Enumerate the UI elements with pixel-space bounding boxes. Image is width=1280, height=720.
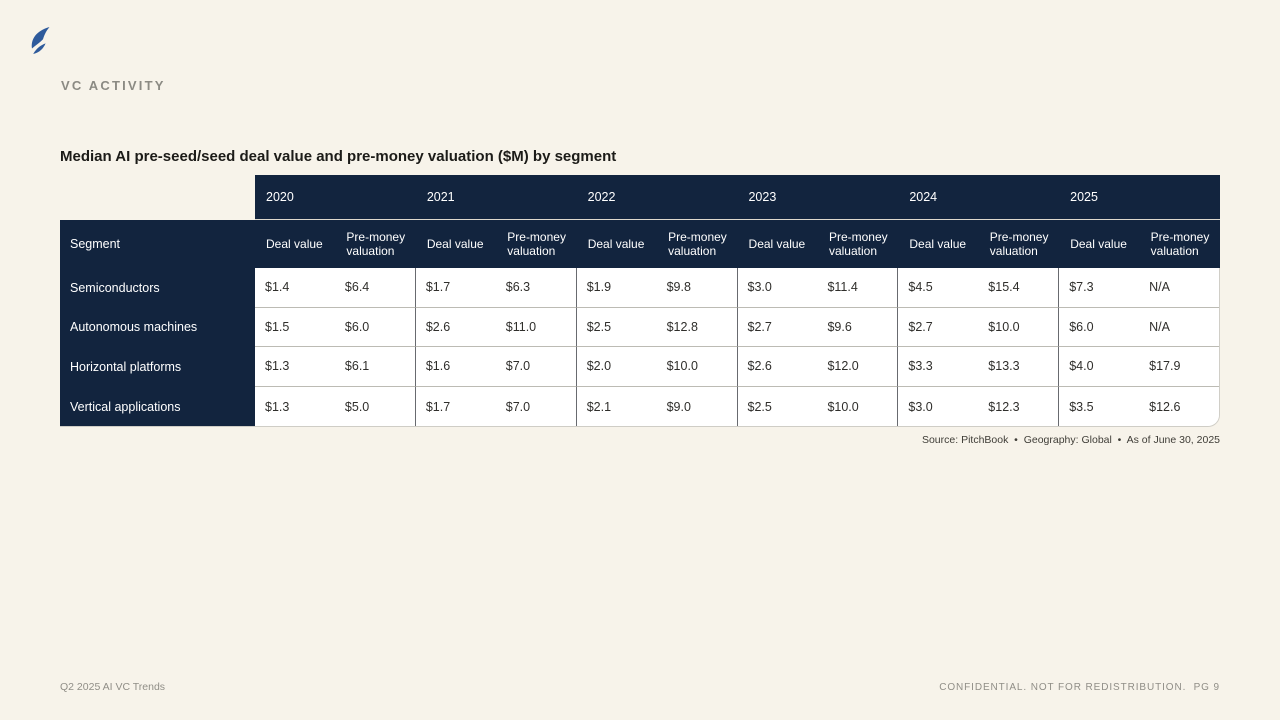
data-cell: $2.7 [897, 307, 979, 348]
subheader-2022-deal-value: Deal value [587, 236, 645, 251]
data-cell: $17.9 [1139, 347, 1219, 387]
data-cell: $2.5 [575, 307, 657, 348]
segment-label: Autonomous machines [60, 307, 255, 348]
data-cell: $11.0 [495, 307, 576, 348]
data-cell: $5.0 [334, 386, 415, 427]
data-cell: $1.9 [575, 268, 657, 308]
subheader-2024-pre-money-valuation: Pre-money valuation [989, 229, 1049, 258]
data-cell: $3.0 [897, 386, 979, 427]
data-cell: $2.1 [575, 386, 657, 427]
year-header-spacer [60, 175, 255, 220]
year-header-2025: 2025 [1070, 190, 1098, 204]
segment-label: Semiconductors [60, 268, 255, 308]
data-cell: $1.7 [414, 386, 496, 427]
segment-label: Vertical applications [60, 386, 255, 427]
data-cell: N/A [1139, 307, 1219, 348]
data-cell: $2.7 [736, 307, 818, 348]
subheader-2023-pre-money-valuation: Pre-money valuation [828, 229, 888, 258]
page-title: Median AI pre-seed/seed deal value and p… [60, 148, 617, 165]
segment-label: Horizontal platforms [60, 347, 255, 387]
year-header-2022: 2022 [587, 190, 616, 204]
subheader-2020-deal-value: Deal value [266, 236, 323, 251]
data-cell: $1.7 [414, 268, 496, 308]
subheader-2023-deal-value: Deal value [748, 236, 806, 251]
year-header-2020: 2020 [266, 190, 294, 204]
data-cell: $1.5 [255, 307, 335, 348]
data-cell: $7.0 [495, 347, 576, 387]
subheader-2020-pre-money-valuation: Pre-money valuation [346, 229, 406, 258]
subheader-2021-pre-money-valuation: Pre-money valuation [507, 229, 566, 258]
year-header-cells: 2020 2021 2022 2023 2024 2025 [255, 175, 1220, 220]
data-cell: $10.0 [656, 347, 737, 387]
data-cell: $2.6 [414, 307, 496, 348]
data-cell: $10.0 [978, 307, 1059, 348]
subheader-2022-pre-money-valuation: Pre-money valuation [668, 229, 727, 258]
data-cell: $6.0 [334, 307, 415, 348]
data-cell: $13.3 [978, 347, 1059, 387]
data-cell: $3.3 [897, 347, 979, 387]
data-cell: $12.3 [978, 386, 1059, 427]
data-cell: $15.4 [978, 268, 1059, 308]
data-cell: $7.0 [495, 386, 576, 427]
source-note: Source: PitchBook • Geography: Global • … [921, 434, 1220, 446]
data-cell: $1.3 [255, 347, 335, 387]
column-header-row: Segment Deal value Pre-money valuation Dea… [60, 220, 1220, 268]
data-cell: $6.3 [495, 268, 576, 308]
table-row: Vertical applications $1.3 $5.0 $1.7 $7.0 $2.… [60, 386, 1219, 427]
data-cell: $1.6 [414, 347, 496, 387]
year-header-2023: 2023 [748, 190, 777, 204]
data-cell: $3.5 [1058, 386, 1140, 427]
data-cell: $9.0 [656, 386, 737, 427]
footer-report-title: Q2 2025 AI VC Trends [60, 681, 166, 693]
table-row: Semiconductors $1.4 $6.4 $1.7 $6.3 $1.9 $9.8 $3… [60, 268, 1219, 308]
data-cell: $12.0 [817, 347, 898, 387]
data-cell: $2.5 [736, 386, 818, 427]
subheader-2021-deal-value: Deal value [426, 236, 484, 251]
footer-confidential-page: CONFIDENTIAL. NOT FOR REDISTRIBUTION. PG… [939, 682, 1220, 693]
data-cell: $4.5 [897, 268, 979, 308]
year-header-2024: 2024 [909, 190, 938, 204]
data-cell: $6.4 [334, 268, 415, 308]
data-cell: $6.0 [1058, 307, 1140, 348]
data-cell: $2.6 [736, 347, 818, 387]
data-cell: $3.0 [736, 268, 818, 308]
data-cell: $9.6 [817, 307, 898, 348]
pitchbook-logo-icon [28, 26, 54, 59]
data-cell: $12.6 [1139, 386, 1219, 427]
table-row: Horizontal platforms $1.3 $6.1 $1.6 $7.0 $2.0… [60, 347, 1219, 387]
data-cell: $4.0 [1058, 347, 1140, 387]
data-cell: $10.0 [817, 386, 898, 427]
subheader-2024-deal-value: Deal value [909, 236, 967, 251]
data-cell: $7.3 [1058, 268, 1140, 308]
data-cell: N/A [1139, 268, 1219, 308]
data-cell: $11.4 [817, 268, 898, 308]
data-cell: $6.1 [334, 347, 415, 387]
data-cell: $9.8 [656, 268, 737, 308]
year-header-row: 2020 2021 2022 2023 2024 2025 [60, 175, 1220, 220]
segment-column-header: Segment [70, 237, 121, 251]
section-label: VC ACTIVITY [61, 78, 166, 93]
year-header-2021: 2021 [426, 190, 455, 204]
data-table: 2020 2021 2022 2023 2024 2025 Segment Deal va… [60, 175, 1220, 428]
data-cell: $1.3 [255, 386, 335, 427]
subheader-2025-deal-value: Deal value [1070, 236, 1127, 251]
subheader-2025-pre-money-valuation: Pre-money valuation [1150, 229, 1210, 258]
table-row: Autonomous machines $1.5 $6.0 $2.6 $11.0 $2.5… [60, 307, 1219, 348]
table-body: Semiconductors $1.4 $6.4 $1.7 $6.3 $1.9 $9.8 $3… [60, 268, 1220, 428]
data-cell: $2.0 [575, 347, 657, 387]
data-cell: $12.8 [656, 307, 737, 348]
data-cell: $1.4 [255, 268, 335, 308]
